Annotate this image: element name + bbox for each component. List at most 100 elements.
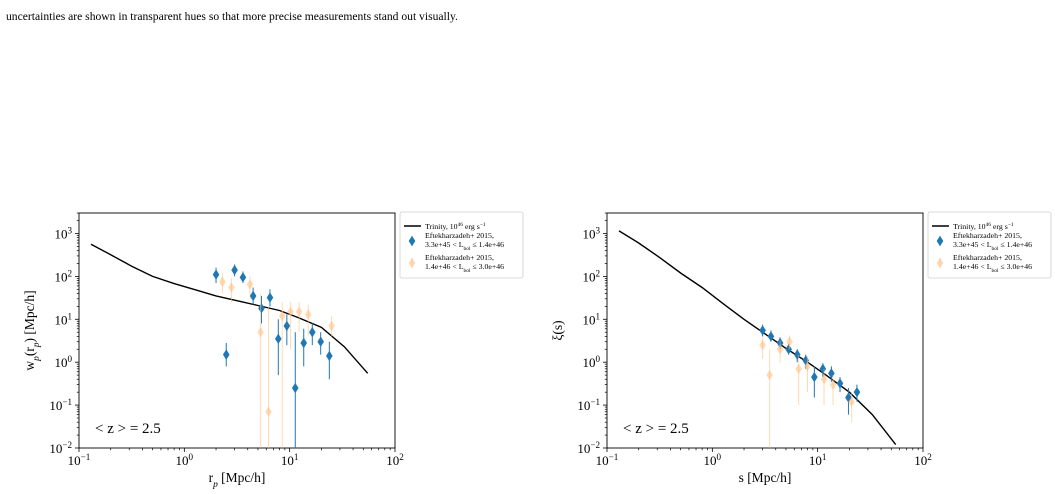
data-point <box>793 349 801 360</box>
x-tick-label: 10−1 <box>68 452 91 468</box>
legend-label: 1.4e+46 < Lbol ≤ 3.0e+46 <box>953 262 1032 274</box>
data-point <box>820 374 828 385</box>
data-point <box>759 325 766 336</box>
legend-label: 3.3e+45 < Lbol ≤ 1.4e+46 <box>425 240 504 252</box>
data-point <box>819 363 827 375</box>
y-tick-label: 10−1 <box>49 397 72 413</box>
data-point <box>258 303 265 314</box>
data-point <box>222 349 230 360</box>
model-line <box>90 243 369 374</box>
data-point <box>257 326 264 338</box>
data-point <box>326 350 333 362</box>
x-tick-label: 101 <box>281 452 299 468</box>
y-tick-label: 101 <box>54 311 72 327</box>
data-point <box>265 406 272 417</box>
data-point <box>295 306 303 317</box>
data-point <box>266 292 274 303</box>
y-tick-label: 10−2 <box>49 440 72 456</box>
legend-label: Eftekharzadeh+ 2015, <box>425 231 494 240</box>
y-tick-label: 102 <box>582 268 600 284</box>
series-2 <box>759 335 855 448</box>
y-tick-label: 100 <box>54 354 72 370</box>
plot-frame <box>606 212 924 449</box>
data-point <box>278 310 286 322</box>
plot-area <box>90 243 369 448</box>
legend-box <box>927 211 1052 279</box>
data-point <box>795 363 802 375</box>
series-2 <box>219 272 335 448</box>
y-tick-label: 102 <box>54 268 72 284</box>
legend-label: Trinity, 1046 erg s−1 <box>425 222 486 231</box>
legend-marker <box>408 235 416 247</box>
y-axis-label: wp(rp) [Mpc/h] <box>22 290 42 370</box>
series-1 <box>212 264 333 448</box>
legend-label: Eftekharzadeh+ 2015, <box>953 253 1022 262</box>
redshift-annotation: < z > = 2.5 <box>623 421 689 437</box>
series-1 <box>759 324 861 415</box>
figure-caption: uncertainties are shown in transparent h… <box>6 0 1046 24</box>
y-tick-label: 10−1 <box>577 397 600 413</box>
x-tick-label: 10−1 <box>596 452 619 468</box>
data-point <box>219 276 226 287</box>
data-point <box>836 378 844 389</box>
legend-marker <box>408 257 416 269</box>
model-line <box>618 230 897 446</box>
data-point <box>283 320 291 332</box>
y-axis-label: ξ(s) <box>550 320 565 340</box>
data-point <box>212 269 220 280</box>
data-point <box>776 344 784 355</box>
data-point <box>766 369 773 381</box>
data-point <box>828 368 835 379</box>
data-point <box>853 386 861 398</box>
data-point <box>804 361 811 372</box>
data-point <box>848 396 855 407</box>
y-tick-label: 103 <box>54 225 72 241</box>
caption-line-2: uncertainties are shown in transparent h… <box>6 10 458 23</box>
data-point <box>767 331 775 342</box>
x-tick-label: 100 <box>176 452 194 468</box>
legend-label: Eftekharzadeh+ 2015, <box>953 231 1022 240</box>
y-tick-label: 100 <box>582 354 600 370</box>
x-axis-label: s [Mpc/h] <box>739 470 792 485</box>
legend-box <box>399 211 524 279</box>
data-point <box>291 382 299 394</box>
legend-label: 3.3e+45 < Lbol ≤ 1.4e+46 <box>953 240 1032 252</box>
data-point <box>239 272 247 283</box>
data-point <box>300 337 308 349</box>
y-tick-label: 103 <box>582 225 600 241</box>
data-point <box>231 264 238 276</box>
plot-frame <box>78 212 396 449</box>
data-point <box>249 290 257 302</box>
data-point <box>328 320 335 332</box>
data-point <box>811 371 818 383</box>
data-point <box>785 344 792 355</box>
y-tick-label: 101 <box>582 311 600 327</box>
data-point <box>304 309 312 320</box>
data-point <box>759 339 766 351</box>
data-point <box>308 326 316 338</box>
x-axis-label: rp [Mpc/h] <box>209 470 266 490</box>
data-point <box>287 306 294 317</box>
data-point <box>317 336 324 347</box>
plot-area <box>618 230 897 448</box>
x-tick-label: 102 <box>914 452 932 468</box>
legend-marker <box>936 257 944 269</box>
x-tick-label: 101 <box>809 452 827 468</box>
x-tick-label: 102 <box>386 452 404 468</box>
legend-label: 1.4e+46 < Lbol ≤ 3.0e+46 <box>425 262 504 274</box>
legend-label: Trinity, 1046 erg s−1 <box>953 222 1014 231</box>
y-tick-label: 10−2 <box>577 440 600 456</box>
data-point <box>275 333 282 345</box>
data-point <box>786 336 793 347</box>
legend-marker <box>936 235 944 247</box>
data-point <box>246 279 254 290</box>
data-point <box>829 379 837 390</box>
data-point <box>228 282 235 293</box>
legend-label: Eftekharzadeh+ 2015, <box>425 253 494 262</box>
redshift-annotation: < z > = 2.5 <box>95 421 161 437</box>
